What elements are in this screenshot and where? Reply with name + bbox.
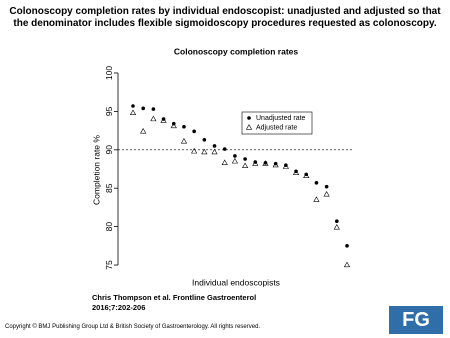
point bbox=[303, 172, 310, 179]
y-tick-label: 95 bbox=[104, 106, 114, 116]
point bbox=[252, 160, 259, 166]
point bbox=[323, 190, 330, 197]
point bbox=[129, 109, 137, 116]
point bbox=[131, 104, 135, 108]
y-tick-label: 75 bbox=[104, 260, 114, 270]
point bbox=[160, 117, 167, 123]
point bbox=[211, 148, 218, 155]
point bbox=[231, 157, 239, 164]
point bbox=[141, 106, 145, 111]
point bbox=[140, 127, 147, 134]
point bbox=[292, 169, 300, 175]
point bbox=[180, 137, 188, 144]
y-tick-label: 80 bbox=[104, 222, 114, 232]
slide-title: Colonoscopy completion rates by individu… bbox=[9, 6, 441, 29]
point bbox=[192, 129, 196, 134]
point bbox=[272, 161, 279, 168]
y-tick-label: 85 bbox=[104, 183, 114, 193]
y-tick-label: 100 bbox=[104, 66, 114, 80]
point bbox=[343, 261, 351, 268]
point bbox=[221, 159, 228, 165]
copyright: Copyright © BMJ Publishing Group Ltd & B… bbox=[5, 324, 261, 330]
citation: Chris Thompson et al. Frontline Gastroen… bbox=[92, 293, 257, 312]
point bbox=[212, 144, 217, 148]
point bbox=[150, 115, 157, 122]
y-tick-label: 90 bbox=[104, 145, 114, 155]
point bbox=[335, 219, 339, 224]
point bbox=[202, 138, 207, 142]
point bbox=[282, 163, 289, 169]
legend-label: Unadjusted rate bbox=[256, 115, 306, 122]
x-axis-label: Individual endoscopists bbox=[192, 277, 280, 287]
point bbox=[182, 124, 186, 129]
point bbox=[313, 196, 320, 202]
legend-box bbox=[241, 111, 313, 135]
point bbox=[345, 244, 349, 248]
legend-label: Adjusted rate bbox=[256, 124, 297, 131]
point bbox=[241, 162, 249, 169]
legend-marker bbox=[247, 116, 251, 120]
point bbox=[243, 157, 247, 161]
point bbox=[324, 184, 329, 189]
point bbox=[222, 147, 227, 151]
point bbox=[233, 154, 237, 158]
chart-title: Colonoscopy completion rates bbox=[174, 46, 298, 56]
point bbox=[201, 148, 208, 155]
point bbox=[262, 160, 269, 166]
y-axis-label: Completion rate % bbox=[91, 135, 101, 205]
point bbox=[333, 223, 340, 230]
legend-marker bbox=[245, 124, 253, 130]
point bbox=[314, 181, 319, 185]
point bbox=[151, 107, 156, 111]
point bbox=[170, 122, 177, 129]
point bbox=[191, 147, 198, 154]
logo: FG bbox=[389, 306, 443, 334]
